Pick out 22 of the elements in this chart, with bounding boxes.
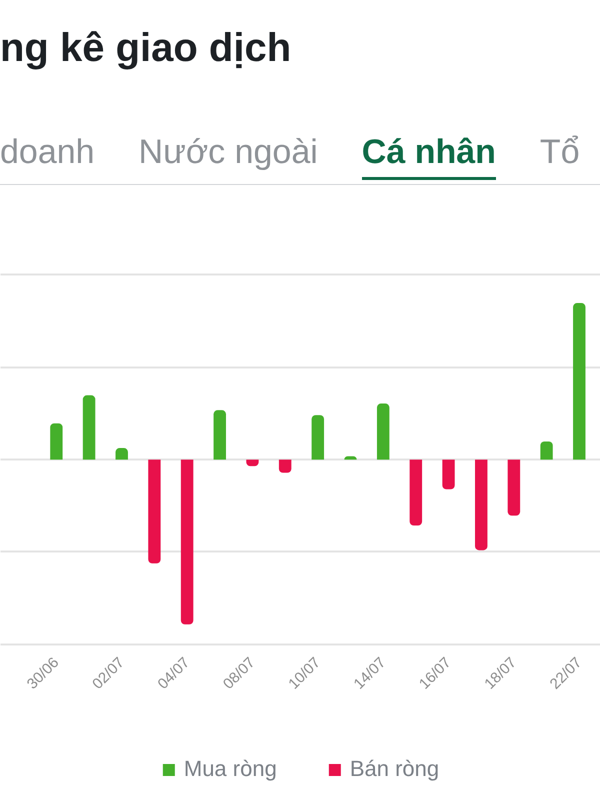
bar: [312, 415, 324, 460]
bar: [376, 404, 390, 460]
bar: [116, 448, 128, 460]
bar: [214, 410, 226, 460]
text: Tổ: [540, 133, 580, 171]
legend-label: Bán ròng: [350, 756, 440, 782]
bar: [508, 460, 520, 516]
bar: [573, 303, 586, 460]
text: doanh: [0, 133, 95, 171]
bar: [410, 460, 422, 526]
bar: [540, 441, 553, 460]
bar: [180, 460, 194, 624]
legend-label: Mua ròng: [184, 756, 277, 782]
text: Cá nhân: [362, 133, 496, 171]
bar: [148, 460, 161, 564]
bar: [442, 460, 455, 490]
chart-title: ng kê giao dịch: [0, 25, 292, 72]
bar: [50, 423, 63, 460]
bar: [278, 460, 292, 473]
text: Nước ngoài: [138, 133, 318, 171]
bar: [475, 460, 488, 550]
bar: [82, 395, 96, 460]
